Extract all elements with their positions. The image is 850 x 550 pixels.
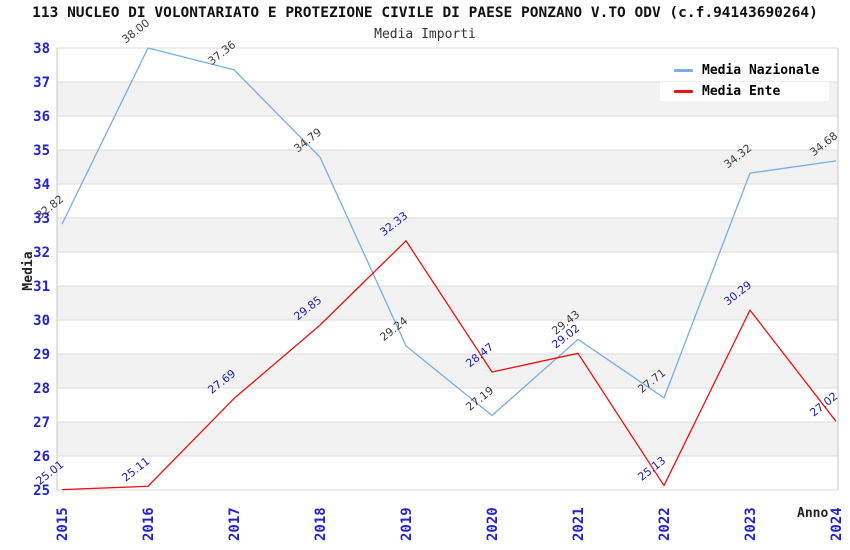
y-tick-label: 34: [33, 177, 50, 193]
x-tick-label: 2024: [829, 507, 845, 541]
legend: Media Nazionale Media Ente: [660, 61, 830, 101]
y-tick-label: 36: [33, 109, 50, 125]
legend-label-nazionale: Media Nazionale: [702, 63, 820, 78]
chart-subtitle: Media Importi: [374, 27, 476, 42]
x-tick-label: 2020: [485, 507, 501, 541]
legend-item-media-ente: Media Ente: [660, 82, 830, 101]
y-tick-label: 28: [33, 381, 50, 397]
x-tick-label: 2022: [657, 507, 673, 541]
x-tick-label: 2021: [571, 507, 587, 541]
y-tick-label: 38: [33, 41, 50, 57]
y-tick-label: 30: [33, 313, 50, 329]
y-tick-label: 32: [33, 245, 50, 261]
series-line-media-ente: [61, 240, 837, 491]
x-tick-label: 2016: [141, 507, 157, 541]
x-tick-label: 2015: [55, 507, 71, 541]
x-tick-label: 2023: [743, 507, 759, 541]
y-tick-label: 33: [33, 211, 50, 227]
gridlines: [56, 47, 839, 491]
y-tick-label: 26: [33, 449, 50, 465]
plot-bands: [57, 48, 838, 490]
chart-title: 113 NUCLEO DI VOLONTARIATO E PROTEZIONE …: [32, 5, 818, 21]
x-tick-label: 2018: [313, 507, 329, 541]
y-tick-label: 29: [33, 347, 50, 363]
legend-line-swatch-nazionale: [674, 69, 693, 72]
legend-label-ente: Media Ente: [702, 84, 781, 99]
x-tick-label: 2019: [399, 507, 415, 541]
y-tick-label: 35: [33, 143, 50, 159]
y-tick-label: 31: [33, 279, 50, 295]
y-tick-label: 25: [33, 483, 50, 499]
y-axis-title: Media: [21, 251, 36, 291]
series-line-media-nazionale: [61, 47, 837, 417]
y-tick-label: 27: [33, 415, 50, 431]
y-tick-label: 37: [33, 75, 50, 91]
legend-item-media-nazionale: Media Nazionale: [660, 61, 830, 80]
x-tick-label: 2017: [227, 507, 243, 541]
y-axis-ticks: 25 26 27 28 29 30 31 32 33 34 35 36 37 38: [33, 41, 50, 499]
x-axis-ticks: 2015 2016 2017 2018 2019 2020 2021 2022 2023 2024: [55, 507, 845, 541]
point-value-label: 38.00: [119, 16, 152, 46]
legend-line-swatch-ente: [674, 90, 693, 93]
x-axis-title: Anno: [797, 506, 829, 521]
